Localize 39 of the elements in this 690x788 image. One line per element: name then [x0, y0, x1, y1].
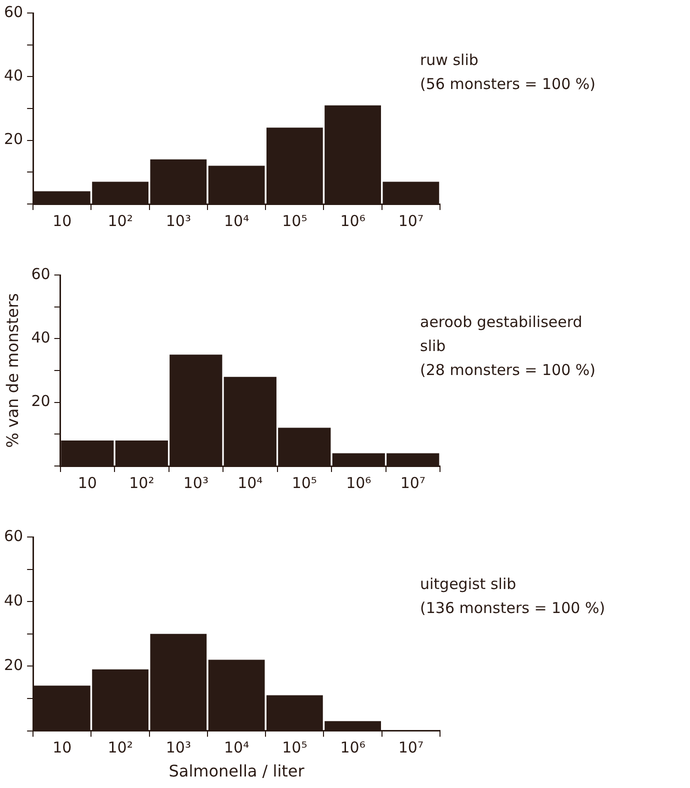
x-tick-label: 10³: [183, 474, 208, 492]
x-tick-label: 10⁴: [224, 212, 250, 230]
x-tick-label: 10⁵: [282, 212, 308, 230]
y-tick-label: 20: [4, 130, 24, 148]
x-tick-label: 10⁷: [400, 474, 426, 492]
annotation: aeroob gestabiliseerd: [420, 312, 584, 333]
annotation: uitgegist slib: [420, 574, 518, 595]
y-tick-label: 60: [4, 2, 24, 21]
annotation: (28 monsters = 100 %): [420, 360, 596, 381]
x-tick-label: 10⁶: [340, 212, 366, 230]
x-tick-label: 10⁶: [346, 474, 372, 492]
y-tick-label: 60: [31, 264, 50, 283]
x-tick-label: 10⁶: [340, 738, 366, 757]
annotation: (56 monsters = 100 %): [420, 74, 596, 95]
annotation: ruw slib: [420, 50, 480, 71]
x-tick-label: 10⁵: [292, 474, 317, 492]
y-tick-label: 60: [4, 526, 24, 545]
x-tick-label: 10²: [108, 212, 133, 230]
y-tick-label: 40: [4, 591, 24, 610]
y-tick-label: 20: [31, 392, 50, 410]
x-tick-label: 10⁵: [282, 738, 308, 757]
x-tick-label: 10⁴: [224, 738, 250, 757]
y-axis-title: % van de monsters: [2, 293, 22, 448]
y-tick-label: 40: [4, 66, 24, 85]
y-tick-label: 40: [31, 328, 50, 347]
x-tick-label: 10⁷: [398, 212, 424, 230]
x-tick-label: 10: [52, 212, 72, 230]
x-tick-label: 10²: [108, 738, 133, 757]
x-tick-label: 10³: [166, 212, 191, 230]
annotation: (136 monsters = 100 %): [420, 598, 606, 619]
annotation: slib: [420, 336, 447, 357]
x-tick-label: 10⁴: [238, 474, 263, 492]
x-tick-label: 10: [78, 474, 97, 492]
x-tick-label: 10²: [129, 474, 154, 492]
x-tick-label: 10³: [166, 738, 191, 757]
y-tick-label: 20: [4, 656, 24, 674]
x-tick-label: 10⁷: [398, 738, 424, 757]
x-tick-label: 10: [52, 738, 72, 757]
x-axis-title: Salmonella / liter: [168, 762, 305, 781]
